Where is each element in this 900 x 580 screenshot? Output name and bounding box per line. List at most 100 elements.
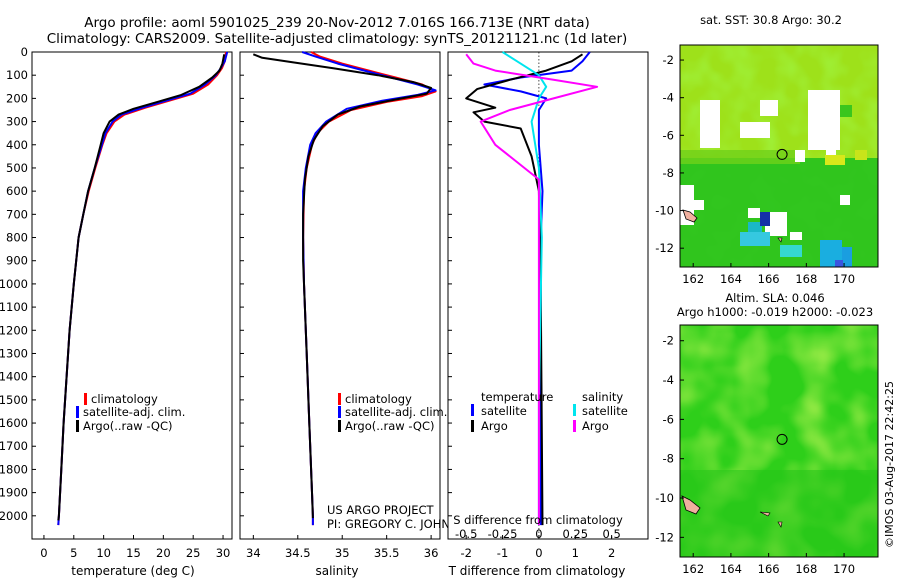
legend-swatch-argo — [76, 420, 79, 432]
series-line-2 — [57, 54, 226, 521]
lon-tick-label: 164 — [720, 562, 742, 576]
t-difference-tick-label: -2 — [460, 546, 471, 560]
depth-tick-label: 200 — [6, 91, 28, 105]
salinity-tick-label: 36 — [424, 546, 439, 560]
depth-tick-label: 800 — [6, 231, 28, 245]
depth-tick-label: 1300 — [0, 346, 28, 360]
legend-swatch-satellite — [76, 406, 79, 418]
difference-series — [465, 51, 599, 526]
legend-swatch-satellite — [338, 406, 341, 418]
temperature-series — [57, 51, 229, 526]
temperature-tick-label: 5 — [70, 546, 77, 560]
legend-swatch-s-satellite — [573, 404, 576, 416]
header-line2: Climatology: CARS2009. Satellite-adjuste… — [47, 31, 628, 47]
sla-map-frame — [679, 324, 879, 558]
sla-map-field — [680, 325, 878, 557]
t-difference-tick-label: 2 — [608, 546, 615, 560]
difference-panel: -0.5 -0.25 0 0.25 0.5 -2 -1 0 1 2 S difference f… — [447, 51, 649, 578]
legend-label-climatology: climatology — [91, 392, 158, 406]
depth-tick-label: 0 — [21, 45, 28, 59]
legend-label-argo: Argo(..raw -QC) — [83, 419, 173, 433]
depth-tick-label: 1400 — [0, 370, 28, 384]
lat-tick-label: -2 — [663, 334, 674, 348]
salinity-axes — [239, 51, 441, 540]
salinity-tick-label: 34 — [246, 546, 261, 560]
depth-tick-label: 600 — [6, 184, 28, 198]
depth-tick-label: 1200 — [0, 323, 28, 337]
difference-series-line-3 — [465, 53, 599, 526]
s-difference-axis-label: S difference from climatology — [453, 513, 623, 527]
salinity-legend: climatology satellite-adj. clim. Argo(..… — [338, 392, 447, 433]
lon-tick-label: 162 — [682, 562, 704, 576]
sst-map-field — [680, 45, 878, 267]
temperature-tick-label: 20 — [156, 546, 171, 560]
depth-tick-label: 700 — [6, 207, 28, 221]
lon-tick-label: 168 — [795, 272, 817, 286]
depth-tick-label: 2000 — [0, 509, 28, 523]
sst-map-title: sat. SST: 30.8 Argo: 30.2 — [700, 13, 842, 27]
legend-label-s-satellite: satellite — [582, 404, 628, 418]
s-difference-tick-label: 0.5 — [602, 527, 620, 541]
sla-longitude-ticks: 162 164 166 168 170 — [682, 553, 855, 576]
temperature-tick-label: 30 — [216, 546, 231, 560]
sla-map-subtitle: Argo h1000: -0.019 h2000: -0.023 — [677, 305, 873, 319]
difference-series-line-1 — [465, 53, 584, 526]
argo-position-marker — [776, 433, 788, 445]
legend-swatch-climatology — [84, 393, 87, 405]
sla-map-title: Altim. SLA: 0.046 — [725, 291, 824, 305]
lon-tick-label: 166 — [758, 562, 780, 576]
lat-tick-label: -6 — [663, 412, 674, 426]
lat-tick-label: -8 — [663, 452, 674, 466]
depth-tick-label: 1600 — [0, 416, 28, 430]
s-difference-tick-label: -0.25 — [488, 527, 518, 541]
legend-label-satellite: satellite-adj. clim. — [83, 405, 185, 419]
lat-tick-label: -8 — [663, 166, 674, 180]
t-difference-axis-label: T difference from climatology — [448, 564, 626, 578]
lon-tick-label: 164 — [720, 272, 742, 286]
legend-heading-salinity: salinity — [582, 390, 623, 404]
temperature-tick-label: 10 — [96, 546, 111, 560]
legend-swatch-climatology — [338, 393, 341, 405]
header-line1: Argo profile: aoml 5901025_239 20-Nov-20… — [84, 15, 590, 31]
temperature-legend: climatology satellite-adj. clim. Argo(..… — [76, 392, 185, 433]
t-difference-tick-label: -1 — [497, 546, 508, 560]
legend-label-s-argo: Argo — [582, 419, 609, 433]
legend-heading-temperature: temperature — [481, 390, 553, 404]
depth-tick-label: 1500 — [0, 393, 28, 407]
sst-longitude-ticks: 162 164 166 168 170 — [682, 263, 855, 286]
depth-tick-label: 400 — [6, 138, 28, 152]
series-line-2 — [252, 53, 433, 519]
sst-map-frame — [679, 44, 879, 268]
lat-tick-label: -4 — [663, 373, 674, 387]
depth-tick-label: 1900 — [0, 486, 28, 500]
lat-tick-label: -12 — [655, 241, 674, 255]
depth-tick-label: 300 — [6, 115, 28, 129]
difference-legend: temperature satellite Argo salinity sate… — [471, 390, 628, 433]
sst-map-panel: sat. SST: 30.8 Argo: 30.2 — [655, 13, 879, 286]
lat-tick-label: -4 — [663, 91, 674, 105]
s-difference-tick-label: -0.5 — [455, 527, 477, 541]
s-difference-tick-label: 0.25 — [562, 527, 588, 541]
depth-tick-label: 1800 — [0, 462, 28, 476]
t-difference-tick-label: 1 — [572, 546, 579, 560]
temperature-tick-label: 25 — [186, 546, 201, 560]
sla-map-panel: Altim. SLA: 0.046 Argo h1000: -0.019 h20… — [655, 291, 879, 576]
difference-series-line-2 — [501, 51, 548, 526]
legend-label-argo: Argo(..raw -QC) — [345, 419, 435, 433]
lon-tick-label: 162 — [682, 272, 704, 286]
salinity-tick-label: 35.5 — [374, 546, 400, 560]
temperature-tick-label: 0 — [40, 546, 47, 560]
s-difference-tick-label: 0 — [535, 527, 542, 541]
lon-tick-label: 170 — [833, 272, 855, 286]
salinity-axis-label: salinity — [315, 564, 358, 578]
credit-pi: PI: GREGORY C. JOHNSON — [327, 517, 475, 531]
depth-tick-label: 1000 — [0, 277, 28, 291]
legend-swatch-t-satellite — [471, 404, 474, 416]
sla-latitude-ticks: -2 -4 -6 -8 -10 -12 — [655, 334, 684, 544]
lon-tick-label: 168 — [795, 562, 817, 576]
legend-swatch-s-argo — [573, 420, 576, 432]
difference-axes — [447, 51, 649, 540]
lon-tick-label: 166 — [758, 272, 780, 286]
lat-tick-label: -10 — [655, 491, 674, 505]
